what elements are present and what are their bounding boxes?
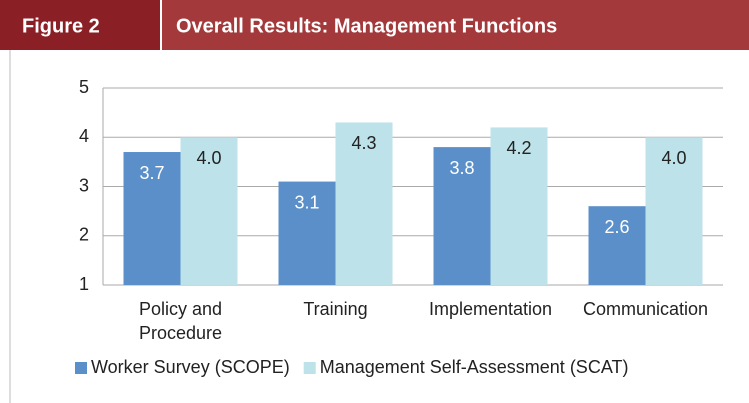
header-label-bg [0, 0, 160, 50]
legend-swatch [75, 362, 87, 374]
bar [490, 127, 548, 286]
bar [588, 206, 646, 285]
data-label: 4.0 [196, 148, 221, 168]
data-label: 3.1 [294, 192, 319, 212]
bar [335, 122, 393, 285]
bar [645, 137, 703, 285]
bar [123, 152, 181, 285]
y-tick-label: 2 [79, 225, 89, 245]
data-label: 4.2 [506, 138, 531, 158]
data-label: 2.6 [604, 217, 629, 237]
header-title-bg [162, 0, 749, 50]
x-tick-label: Training [303, 299, 367, 319]
data-label: 4.3 [351, 133, 376, 153]
y-tick-label: 1 [79, 274, 89, 294]
chart-title: Overall Results: Management Functions [176, 15, 557, 37]
figure-label: Figure 2 [22, 15, 100, 37]
bar [278, 181, 336, 285]
y-tick-label: 4 [79, 126, 89, 146]
x-tick-label: Communication [583, 299, 708, 319]
bar [180, 137, 238, 285]
bar [433, 147, 491, 285]
data-label: 3.7 [139, 163, 164, 183]
legend-label: Worker Survey (SCOPE) [91, 357, 290, 377]
data-label: 3.8 [449, 158, 474, 178]
y-tick-label: 5 [79, 77, 89, 97]
legend-label: Management Self-Assessment (SCAT) [320, 357, 629, 377]
y-tick-label: 3 [79, 175, 89, 195]
data-label: 4.0 [661, 148, 686, 168]
x-tick-label: Implementation [429, 299, 552, 319]
legend-swatch [303, 362, 316, 374]
x-tick-label: Policy and Procedure [139, 299, 222, 343]
